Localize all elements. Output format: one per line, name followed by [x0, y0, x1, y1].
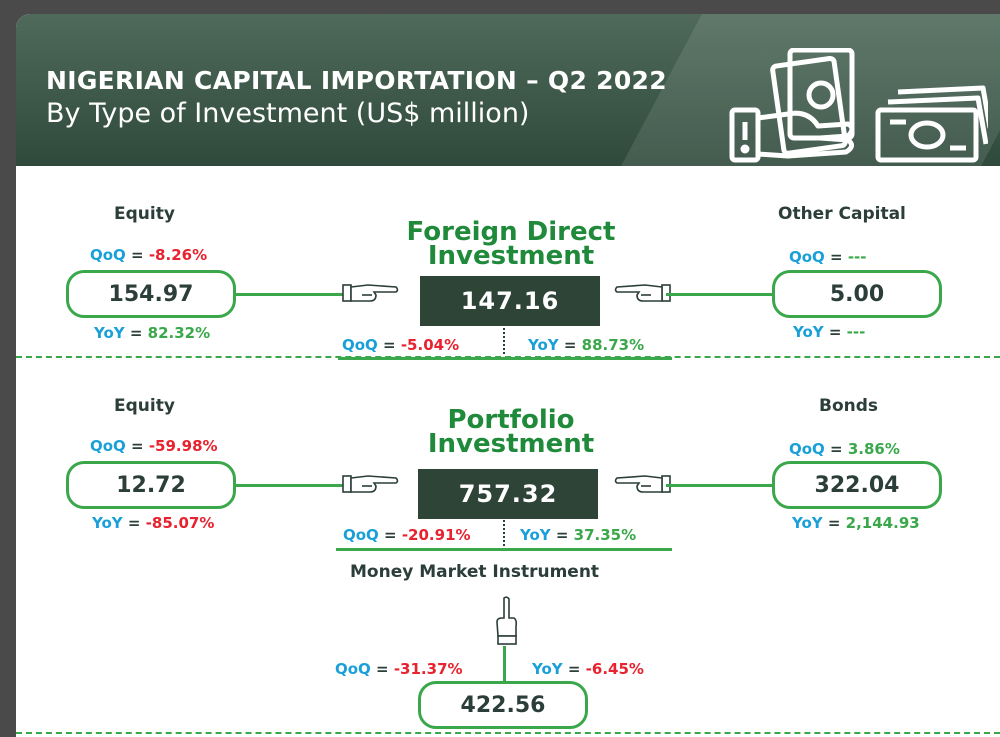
pointing-hand-icon — [496, 596, 518, 645]
fdi-qoq: QoQ = -5.04% — [342, 336, 460, 354]
pointing-hand-icon — [614, 284, 671, 302]
money-hand-icon — [729, 48, 988, 163]
pointing-hand-icon — [614, 475, 671, 493]
portfolio-yoy: YoY = 37.35% — [520, 526, 637, 544]
portfolio-total-value: 757.32 — [418, 469, 598, 519]
pointing-hand-icon — [342, 475, 399, 493]
portfolio-title: Portfolio Investment — [427, 405, 595, 459]
connector-line — [666, 484, 774, 487]
connector-line — [666, 293, 774, 296]
fdi-underline — [338, 357, 672, 360]
pointing-hand-icon — [342, 284, 399, 302]
portfolio-equity-yoy: YoY = -85.07% — [92, 514, 215, 532]
page-title: NIGERIAN CAPITAL IMPORTATION – Q2 2022 — [46, 66, 667, 95]
section-divider — [16, 732, 1000, 734]
bonds-yoy: YoY = 2,144.93 — [792, 514, 920, 532]
money-market-yoy: YoY = -6.45% — [532, 660, 644, 678]
section-divider — [16, 356, 1000, 358]
divider — [503, 520, 505, 546]
money-market-value-box: 422.56 — [418, 681, 588, 729]
connector-line — [503, 646, 506, 684]
bonds-qoq: QoQ = 3.86% — [789, 440, 900, 458]
header-banner: NIGERIAN CAPITAL IMPORTATION – Q2 2022 B… — [16, 14, 1000, 166]
bonds-label: Bonds — [819, 396, 879, 416]
other-capital-label: Other Capital — [778, 204, 906, 224]
fdi-total-value: 147.16 — [420, 276, 600, 326]
money-market-label: Money Market Instrument — [350, 562, 600, 582]
portfolio-equity-qoq: QoQ = -59.98% — [90, 437, 218, 455]
other-capital-qoq: QoQ = --- — [789, 248, 867, 266]
bonds-value-box: 322.04 — [772, 461, 942, 509]
fdi-title: Foreign Direct Investment — [406, 217, 616, 271]
portfolio-qoq: QoQ = -20.91% — [343, 526, 471, 544]
infographic-card: NIGERIAN CAPITAL IMPORTATION – Q2 2022 B… — [16, 14, 1000, 737]
other-capital-yoy: YoY = --- — [793, 323, 866, 341]
connector-line — [236, 293, 346, 296]
portfolio-equity-label: Equity — [114, 396, 175, 416]
money-market-qoq: QoQ = -31.37% — [335, 660, 463, 678]
fdi-equity-value-box: 154.97 — [66, 270, 236, 318]
portfolio-equity-value-box: 12.72 — [66, 461, 236, 509]
fdi-equity-qoq: QoQ = -8.26% — [90, 246, 208, 264]
divider — [503, 328, 505, 354]
fdi-equity-label: Equity — [114, 204, 175, 224]
other-capital-value-box: 5.00 — [772, 270, 942, 318]
portfolio-underline — [336, 548, 672, 551]
page-subtitle: By Type of Investment (US$ million) — [46, 98, 530, 129]
fdi-yoy: YoY = 88.73% — [528, 336, 645, 354]
banknote-stack-icon — [875, 85, 988, 163]
connector-line — [236, 484, 346, 487]
fdi-equity-yoy: YoY = 82.32% — [94, 324, 211, 342]
